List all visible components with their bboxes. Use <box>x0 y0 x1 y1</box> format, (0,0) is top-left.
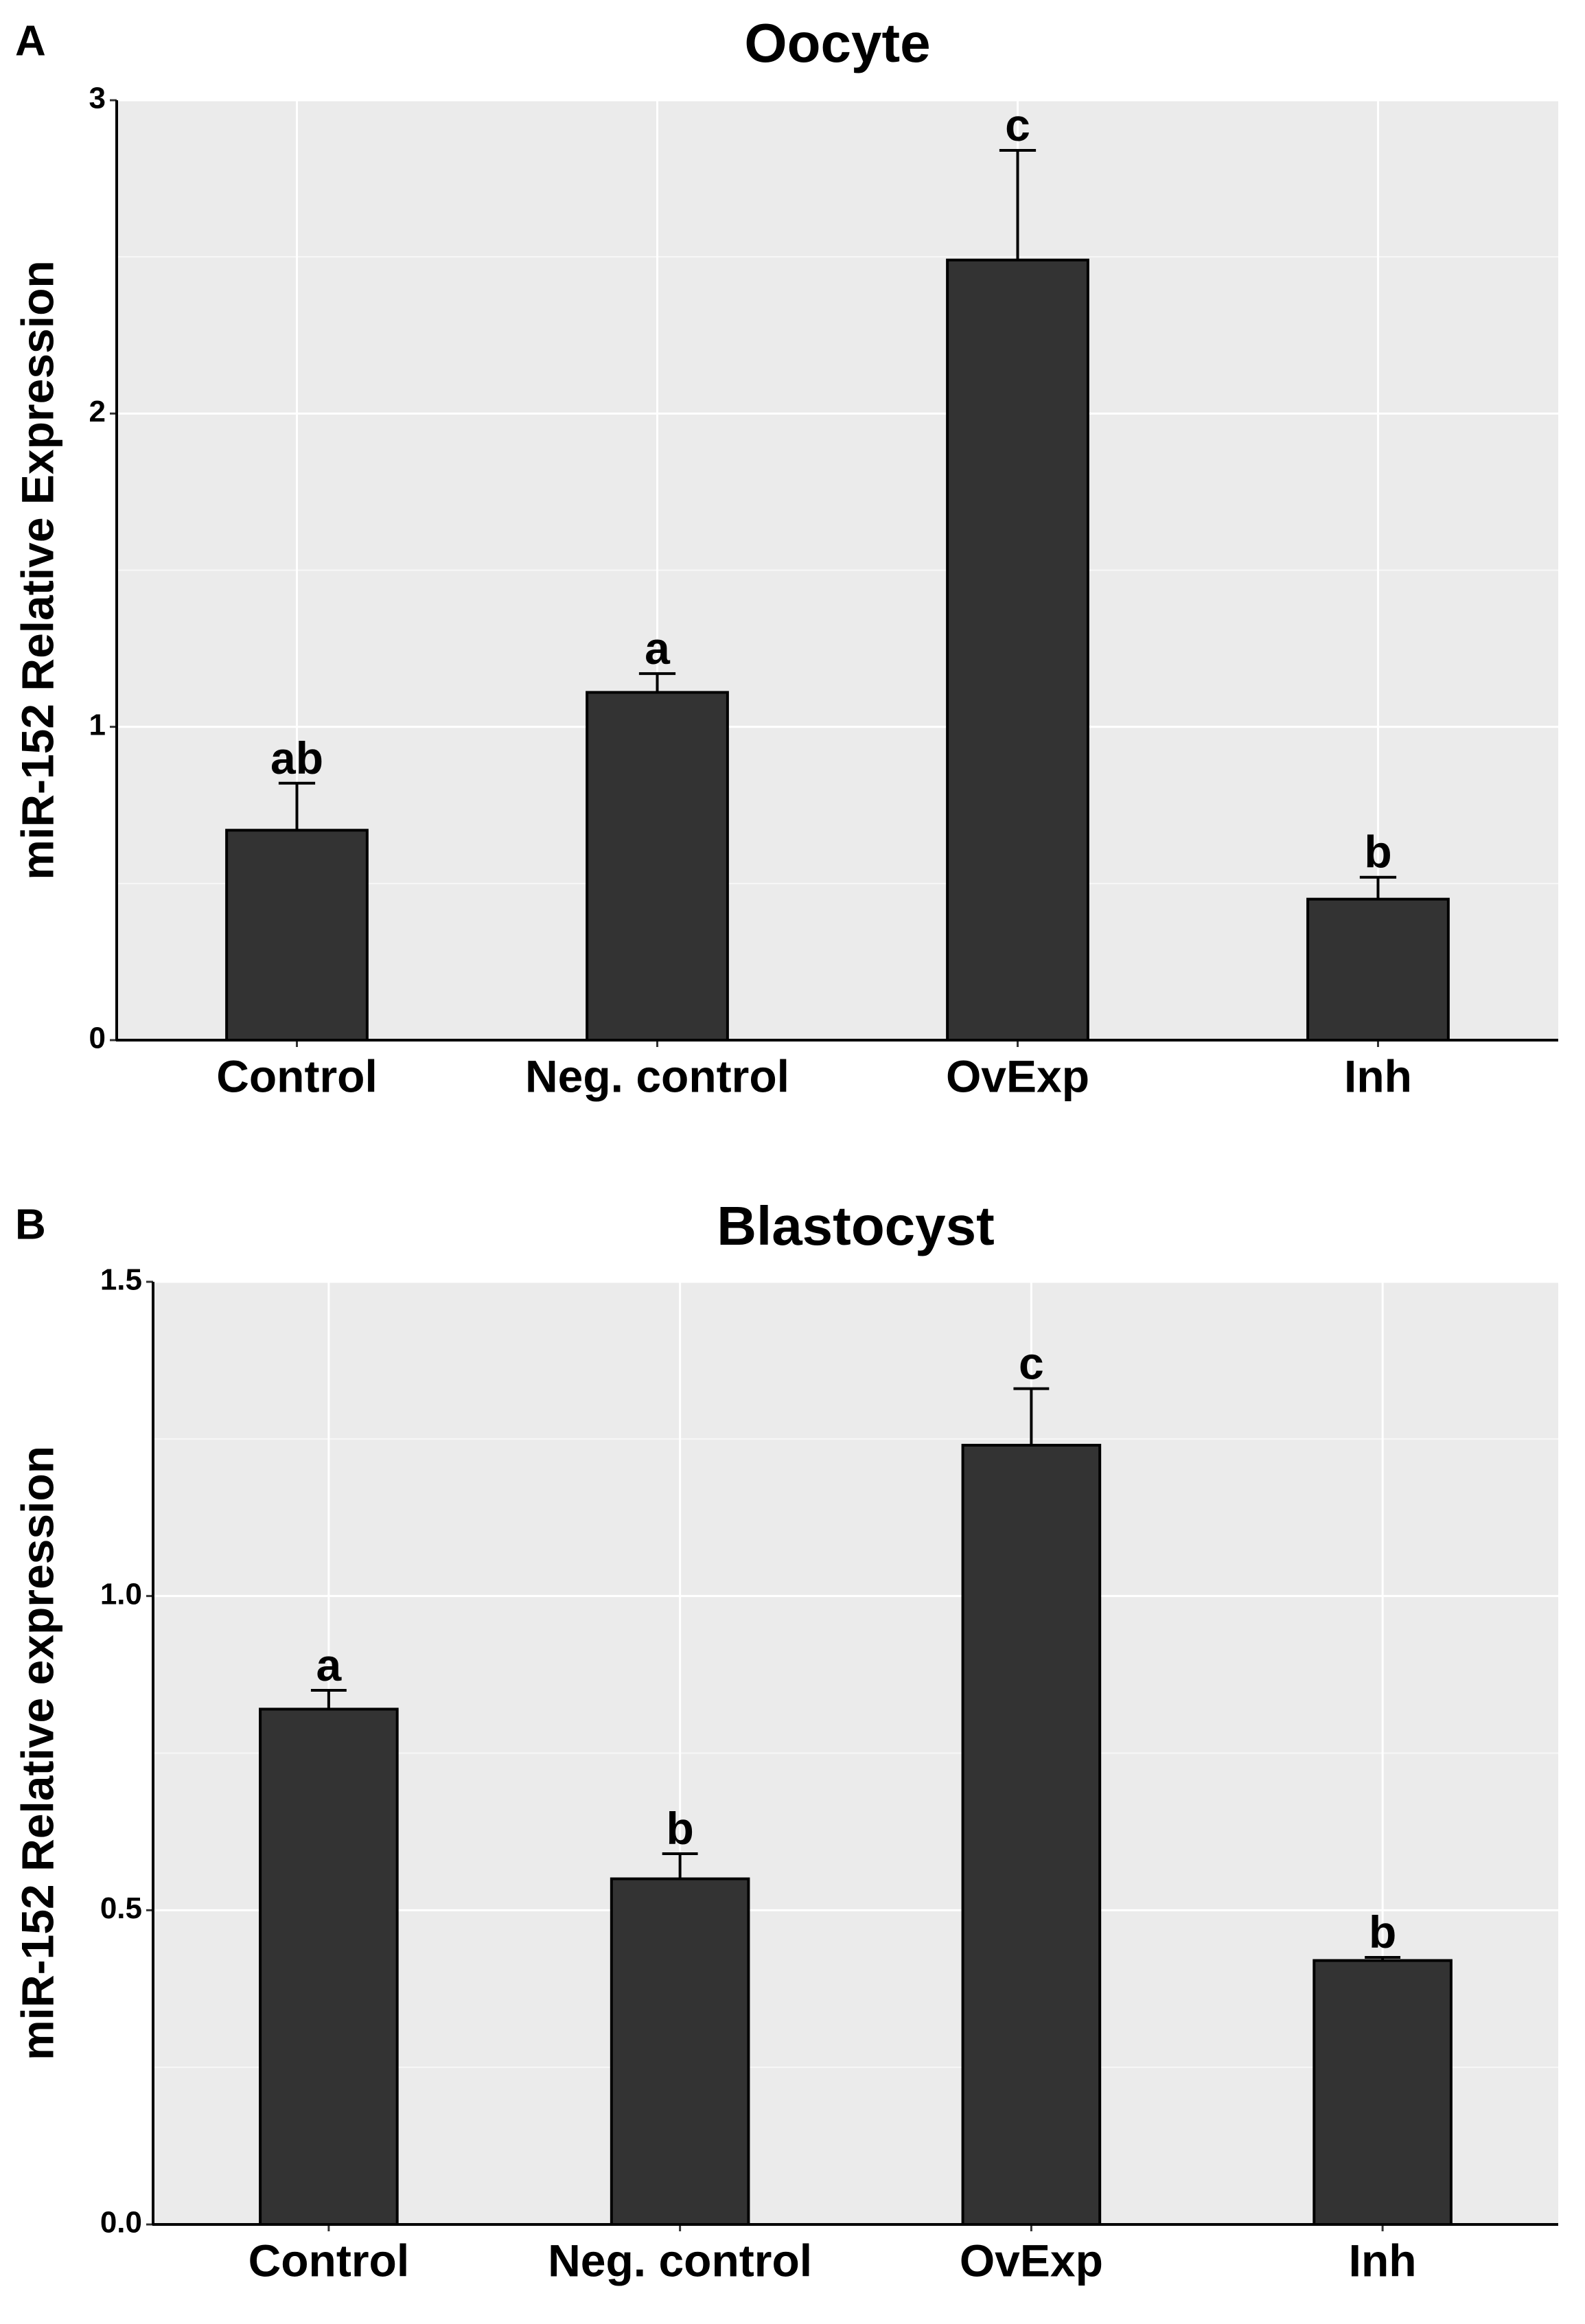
bar <box>225 829 369 1042</box>
y-tick-label: 0 <box>89 1022 106 1055</box>
panel-label: B <box>15 1201 46 1248</box>
bar <box>586 691 729 1042</box>
bar <box>610 1877 750 2226</box>
x-tick-label: Control <box>216 1050 378 1101</box>
bar <box>1306 897 1450 1042</box>
significance-letter: c <box>1005 100 1030 150</box>
y-tick-label: 1.0 <box>100 1577 142 1611</box>
x-tick-label: Inh <box>1349 2235 1417 2286</box>
significance-letter: a <box>316 1640 343 1690</box>
significance-letter: b <box>1369 1907 1396 1957</box>
y-tick-label: 1.5 <box>100 1263 142 1297</box>
significance-letter: b <box>1364 827 1391 877</box>
significance-letter: a <box>645 623 671 674</box>
y-axis-label: miR-152 Relative expression <box>12 1446 62 2060</box>
x-tick-label: OvExp <box>960 2235 1103 2286</box>
y-tick-label: 1 <box>89 708 106 741</box>
bar <box>961 1443 1102 2226</box>
panel-label: A <box>15 17 46 65</box>
bar <box>946 258 1089 1042</box>
significance-letter: ab <box>270 733 323 783</box>
x-tick-label: Inh <box>1344 1050 1412 1101</box>
significance-letter: b <box>666 1803 693 1854</box>
bar <box>259 1707 399 2227</box>
x-tick-label: Neg. control <box>548 2235 812 2286</box>
significance-letter: c <box>1019 1338 1044 1389</box>
y-tick-label: 2 <box>89 395 106 428</box>
y-axis-label: miR-152 Relative Expression <box>12 260 62 879</box>
y-tick-label: 0.0 <box>100 2206 142 2240</box>
x-tick-label: OvExp <box>946 1050 1089 1101</box>
chart-title: Oocyte <box>744 12 930 73</box>
x-tick-label: Neg. control <box>525 1050 789 1101</box>
bar <box>1312 1959 1453 2227</box>
chart-title: Blastocyst <box>717 1195 995 1256</box>
y-tick-label: 3 <box>89 82 106 115</box>
x-tick-label: Control <box>248 2235 410 2286</box>
y-tick-label: 0.5 <box>100 1891 142 1925</box>
